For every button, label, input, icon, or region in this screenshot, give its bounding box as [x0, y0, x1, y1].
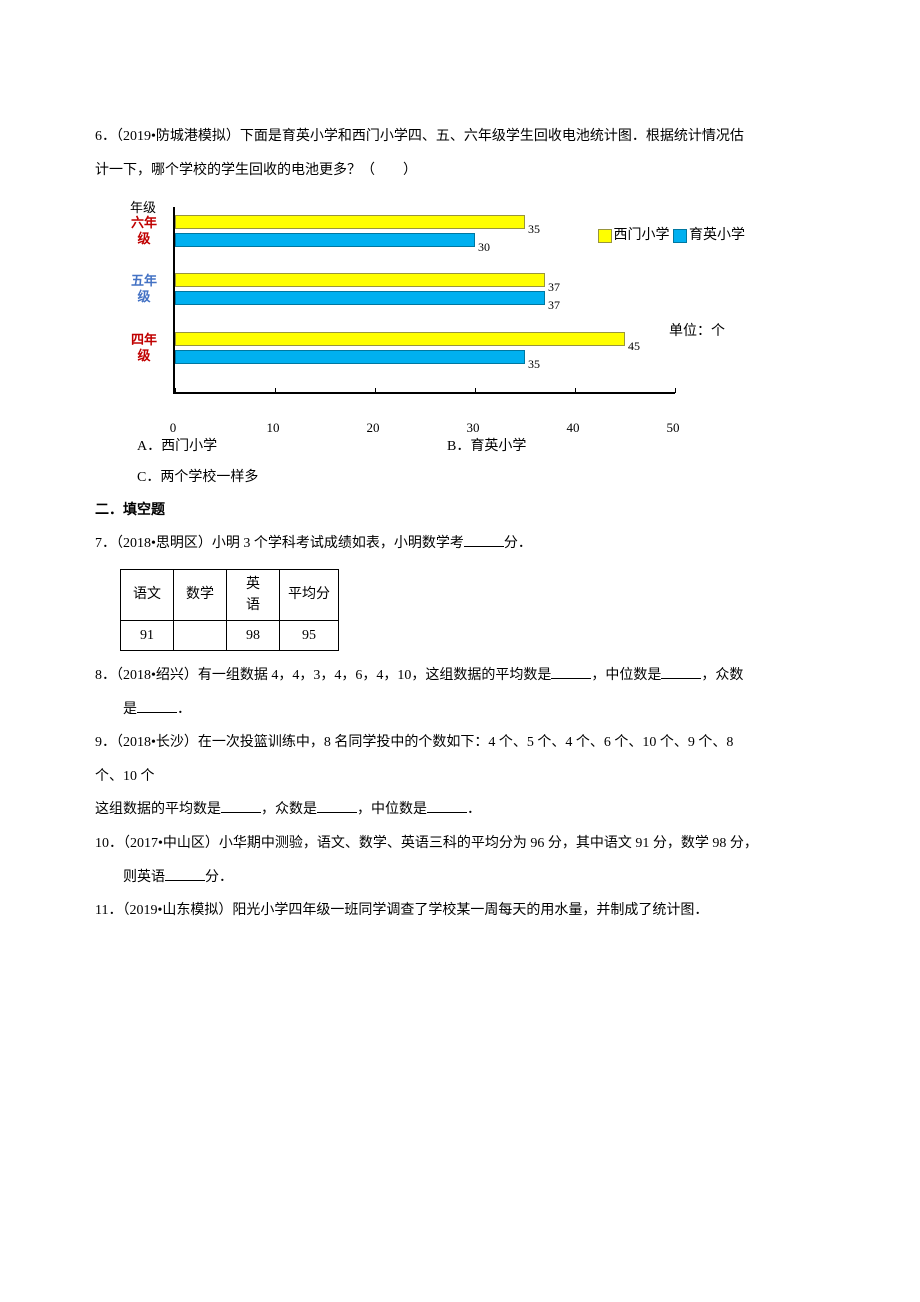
- bar-label: 45: [628, 332, 640, 361]
- legend-ximen: 西门小学: [614, 228, 670, 243]
- th-math: 数学: [174, 569, 227, 620]
- question-7: 7．（2018•思明区）小明 3 个学科考试成绩如表，小明数学考 分． 语文 数学…: [95, 527, 825, 651]
- x-tick-10: 10: [267, 412, 280, 443]
- y-cat-grade5: 五年级: [125, 273, 163, 304]
- question-6: 6．（2019•防城港模拟）下面是育英小学和西门小学四、五、六年级学生回收电池统…: [95, 120, 825, 494]
- q6-chart: 年级 六年级 五年级 四年级 35 30 37 37: [135, 197, 735, 422]
- q6-options: A．西门小学 B．育英小学 C．两个学校一样多: [137, 432, 825, 494]
- bar-g6-ximen: 35: [175, 215, 525, 229]
- tick-mark: [375, 388, 376, 393]
- q10-pre: 则英语: [123, 870, 165, 885]
- q8-line2: 是．: [95, 693, 825, 727]
- q6-text-line2: 计一下，哪个学校的学生回收的电池更多？（ ）: [95, 154, 825, 188]
- q10-line2: 则英语 分．: [95, 861, 825, 895]
- tick-mark: [675, 388, 676, 393]
- legend-yuying: 育英小学: [689, 228, 745, 243]
- bar-g6-yuying: 30: [175, 233, 475, 247]
- option-a: A．西门小学: [137, 432, 447, 463]
- question-11: 11．（2019•山东模拟）阳光小学四年级一班同学调查了学校某一周每天的用水量，…: [95, 894, 825, 928]
- q9-line1: 9．（2018•长沙）在一次投篮训练中，8 名同学投中的个数如下：4 个、5 个…: [95, 726, 825, 760]
- tick-mark: [575, 388, 576, 393]
- q10-post: 分．: [205, 870, 233, 885]
- bar-label: 30: [478, 233, 490, 262]
- q9-line2: 个、10 个: [95, 760, 825, 794]
- bar-label: 37: [548, 291, 560, 320]
- tick-mark: [275, 388, 276, 393]
- q9-line3: 这组数据的平均数是 ，众数是 ，中位数是 ．: [95, 793, 825, 827]
- x-tick-0: 0: [170, 412, 177, 443]
- question-9: 9．（2018•长沙）在一次投篮训练中，8 名同学投中的个数如下：4 个、5 个…: [95, 726, 825, 827]
- unit-label: 单位：个: [669, 315, 725, 349]
- legend-box-yellow: [598, 229, 612, 243]
- th-english: 英语: [227, 569, 280, 620]
- q9-d: ．: [467, 802, 481, 817]
- th-avg: 平均分: [280, 569, 339, 620]
- option-c: C．两个学校一样多: [137, 463, 447, 494]
- x-tick-30: 30: [467, 412, 480, 443]
- x-tick-50: 50: [667, 412, 680, 443]
- bar-g4-yuying: 35: [175, 350, 525, 364]
- blank: [464, 532, 504, 547]
- bar-g5-yuying: 37: [175, 291, 545, 305]
- x-tick-40: 40: [567, 412, 580, 443]
- blank: [427, 798, 467, 813]
- td-avg: 95: [280, 620, 339, 650]
- th-chinese: 语文: [121, 569, 174, 620]
- blank: [221, 798, 261, 813]
- bar-g4-ximen: 45: [175, 332, 625, 346]
- y-cat-grade6: 六年级: [125, 215, 163, 246]
- chart-legend: 西门小学 育英小学: [598, 219, 746, 253]
- q9-a: 这组数据的平均数是: [95, 802, 221, 817]
- q7-text-after: 分．: [504, 536, 532, 551]
- blank: [165, 866, 205, 881]
- table-row: 91 98 95: [121, 620, 339, 650]
- q8-t2: ，中位数是: [591, 668, 661, 683]
- q10-line1: 10．（2017•中山区）小华期中测验，语文、数学、英语三科的平均分为 96 分…: [95, 827, 825, 861]
- x-tick-20: 20: [367, 412, 380, 443]
- y-cat-grade4: 四年级: [125, 332, 163, 363]
- table-row: 语文 数学 英语 平均分: [121, 569, 339, 620]
- bar-g5-ximen: 37: [175, 273, 545, 287]
- q7-text: 7．（2018•思明区）小明 3 个学科考试成绩如表，小明数学考: [95, 536, 464, 551]
- q9-c: ，中位数是: [357, 802, 427, 817]
- option-b: B．育英小学: [447, 432, 757, 463]
- bar-label: 35: [528, 350, 540, 379]
- question-10: 10．（2017•中山区）小华期中测验，语文、数学、英语三科的平均分为 96 分…: [95, 827, 825, 894]
- tick-mark: [475, 388, 476, 393]
- q9-b: ，众数是: [261, 802, 317, 817]
- blank: [137, 698, 177, 713]
- legend-box-blue: [673, 229, 687, 243]
- section-2-header: 二．填空题: [95, 494, 825, 528]
- blank: [661, 664, 701, 679]
- q6-text-line1: 6．（2019•防城港模拟）下面是育英小学和西门小学四、五、六年级学生回收电池统…: [95, 120, 825, 154]
- q8-l2-post: ．: [177, 702, 191, 717]
- blank: [317, 798, 357, 813]
- td-math: [174, 620, 227, 650]
- question-8: 8．（2018•绍兴）有一组数据 4，4，3，4，6，4，10，这组数据的平均数…: [95, 659, 825, 726]
- q7-table: 语文 数学 英语 平均分 91 98 95: [120, 569, 339, 651]
- q8-t3: ，众数: [701, 668, 743, 683]
- td-english: 98: [227, 620, 280, 650]
- tick-mark: [175, 388, 176, 393]
- td-chinese: 91: [121, 620, 174, 650]
- bar-label: 35: [528, 215, 540, 244]
- blank: [551, 664, 591, 679]
- q8-t1: 8．（2018•绍兴）有一组数据 4，4，3，4，6，4，10，这组数据的平均数…: [95, 668, 551, 683]
- q8-l2-pre: 是: [123, 702, 137, 717]
